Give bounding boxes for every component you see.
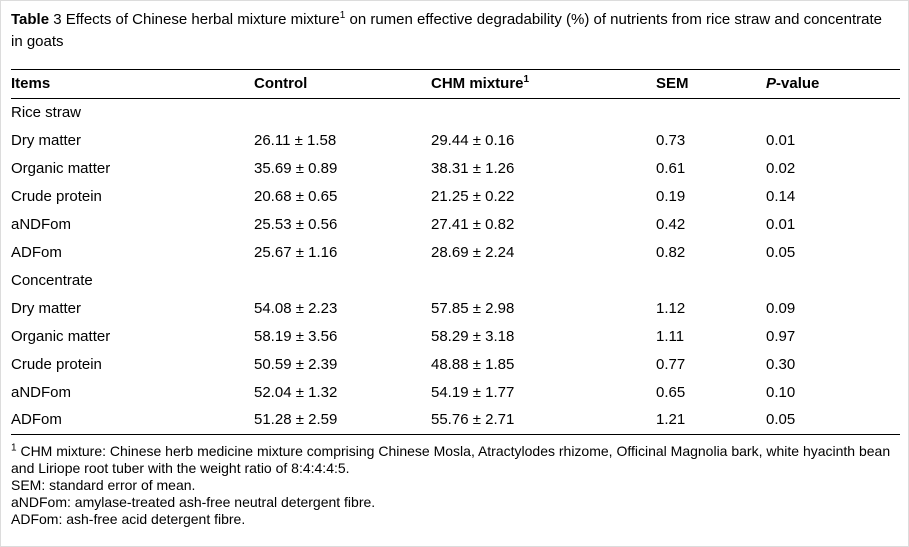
control-cell: 20.68 ± 0.65 (254, 187, 338, 205)
control-cell: 52.04 ± 1.32 (254, 383, 338, 401)
chm-cell: 48.88 ± 1.85 (431, 355, 515, 373)
footnote-chm: 1 CHM mixture: Chinese herb medicine mix… (11, 441, 898, 477)
footnote-andfom: aNDFom: amylase-treated ash-free neutral… (11, 493, 376, 510)
table-row: Crude protein 20.68 ± 0.65 21.25 ± 0.22 … (11, 182, 900, 210)
item-cell: ADFom (11, 243, 62, 261)
item-cell: Crude protein (11, 187, 102, 205)
item-cell: Dry matter (11, 131, 82, 149)
item-cell: Organic matter (11, 327, 111, 345)
pvalue-cell: 0.09 (766, 299, 796, 317)
section-row-rice-straw: Rice straw (11, 98, 900, 126)
item-cell: aNDFom (11, 215, 72, 233)
table-row: Crude protein 50.59 ± 2.39 48.88 ± 1.85 … (11, 350, 900, 378)
table-caption-text: 3 Effects of Chinese herbal mixture mixt… (49, 11, 340, 28)
pvalue-cell: 0.01 (766, 215, 796, 233)
pvalue-cell: 0.05 (766, 411, 796, 429)
chm-cell: 57.85 ± 2.98 (431, 299, 515, 317)
control-cell: 35.69 ± 0.89 (254, 159, 338, 177)
item-cell: Dry matter (11, 299, 82, 317)
pvalue-cell: 0.10 (766, 383, 796, 401)
header-chm-superscript: 1 (523, 73, 530, 85)
table-caption: Table 3 Effects of Chinese herbal mixtur… (11, 9, 896, 53)
sem-cell: 0.19 (656, 187, 686, 205)
sem-cell: 1.12 (656, 299, 686, 317)
table-row: ADFom 51.28 ± 2.59 55.76 ± 2.71 1.21 0.0… (11, 406, 900, 434)
header-chm-text: CHM mixture (431, 74, 524, 92)
table-body: Rice straw Dry matter 26.11 ± 1.58 29.44… (11, 98, 900, 434)
sem-cell: 0.73 (656, 131, 686, 149)
pvalue-cell: 0.14 (766, 187, 796, 205)
chm-cell: 38.31 ± 1.26 (431, 159, 515, 177)
control-cell: 25.67 ± 1.16 (254, 243, 338, 261)
pvalue-cell: 0.05 (766, 243, 796, 261)
chm-cell: 55.76 ± 2.71 (431, 411, 515, 429)
chm-cell: 21.25 ± 0.22 (431, 187, 515, 205)
control-cell: 25.53 ± 0.56 (254, 215, 338, 233)
header-row: Items Control CHM mixture1 SEM P-value (11, 69, 900, 99)
header-items: Items (11, 69, 254, 99)
sem-cell: 1.11 (656, 327, 685, 345)
pvalue-cell: 0.97 (766, 327, 796, 345)
chm-cell: 28.69 ± 2.24 (431, 243, 515, 261)
sem-cell: 0.61 (656, 159, 686, 177)
table-footnotes: 1 CHM mixture: Chinese herb medicine mix… (11, 441, 898, 528)
chm-cell: 58.29 ± 3.18 (431, 327, 515, 345)
item-cell: Organic matter (11, 159, 111, 177)
footnote-adfom: ADFom: ash-free acid detergent fibre. (11, 510, 246, 527)
control-cell: 54.08 ± 2.23 (254, 299, 338, 317)
sem-cell: 0.65 (656, 383, 686, 401)
chm-cell: 27.41 ± 0.82 (431, 215, 515, 233)
sem-cell: 0.82 (656, 243, 686, 261)
header-pvalue-p: P (766, 74, 777, 92)
control-cell: 58.19 ± 3.56 (254, 327, 338, 345)
section-label: Concentrate (11, 271, 93, 289)
header-sem: SEM (656, 69, 766, 99)
item-cell: Crude protein (11, 355, 102, 373)
table-row: Organic matter 58.19 ± 3.56 58.29 ± 3.18… (11, 322, 900, 350)
header-pvalue: P-value (766, 69, 900, 99)
table-header: Items Control CHM mixture1 SEM P-value (11, 69, 900, 99)
table-row: Organic matter 35.69 ± 0.89 38.31 ± 1.26… (11, 154, 900, 182)
footnote-chm-text: CHM mixture: Chinese herb medicine mixtu… (11, 442, 891, 476)
table-row: Dry matter 54.08 ± 2.23 57.85 ± 2.98 1.1… (11, 294, 900, 322)
section-row-concentrate: Concentrate (11, 266, 900, 294)
control-cell: 50.59 ± 2.39 (254, 355, 338, 373)
section-label: Rice straw (11, 103, 82, 121)
results-table: Items Control CHM mixture1 SEM P-value R… (11, 68, 900, 435)
pvalue-cell: 0.01 (766, 131, 796, 149)
sem-cell: 1.21 (656, 411, 686, 429)
control-cell: 51.28 ± 2.59 (254, 411, 338, 429)
sem-cell: 0.77 (656, 355, 686, 373)
header-chm-mixture: CHM mixture1 (431, 69, 656, 99)
chm-cell: 29.44 ± 0.16 (431, 131, 515, 149)
item-cell: ADFom (11, 411, 62, 429)
table-row: ADFom 25.67 ± 1.16 28.69 ± 2.24 0.82 0.0… (11, 238, 900, 266)
chm-cell: 54.19 ± 1.77 (431, 383, 515, 401)
pvalue-cell: 0.02 (766, 159, 796, 177)
footnote-sem: SEM: standard error of mean. (11, 476, 196, 493)
item-cell: aNDFom (11, 383, 72, 401)
table-caption-superscript: 1 (339, 10, 346, 21)
table-row: aNDFom 25.53 ± 0.56 27.41 ± 0.82 0.42 0.… (11, 210, 900, 238)
table-row: aNDFom 52.04 ± 1.32 54.19 ± 1.77 0.65 0.… (11, 378, 900, 406)
header-control: Control (254, 69, 431, 99)
header-pvalue-rest: -value (776, 74, 820, 92)
pvalue-cell: 0.30 (766, 355, 796, 373)
table-caption-text-2: on rumen effective degradability (%) of … (11, 11, 882, 50)
sem-cell: 0.42 (656, 215, 686, 233)
control-cell: 26.11 ± 1.58 (254, 131, 337, 149)
footnote-chm-superscript: 1 (11, 441, 17, 453)
table-caption-label: Table (11, 11, 50, 28)
table-row: Dry matter 26.11 ± 1.58 29.44 ± 0.16 0.7… (11, 126, 900, 154)
